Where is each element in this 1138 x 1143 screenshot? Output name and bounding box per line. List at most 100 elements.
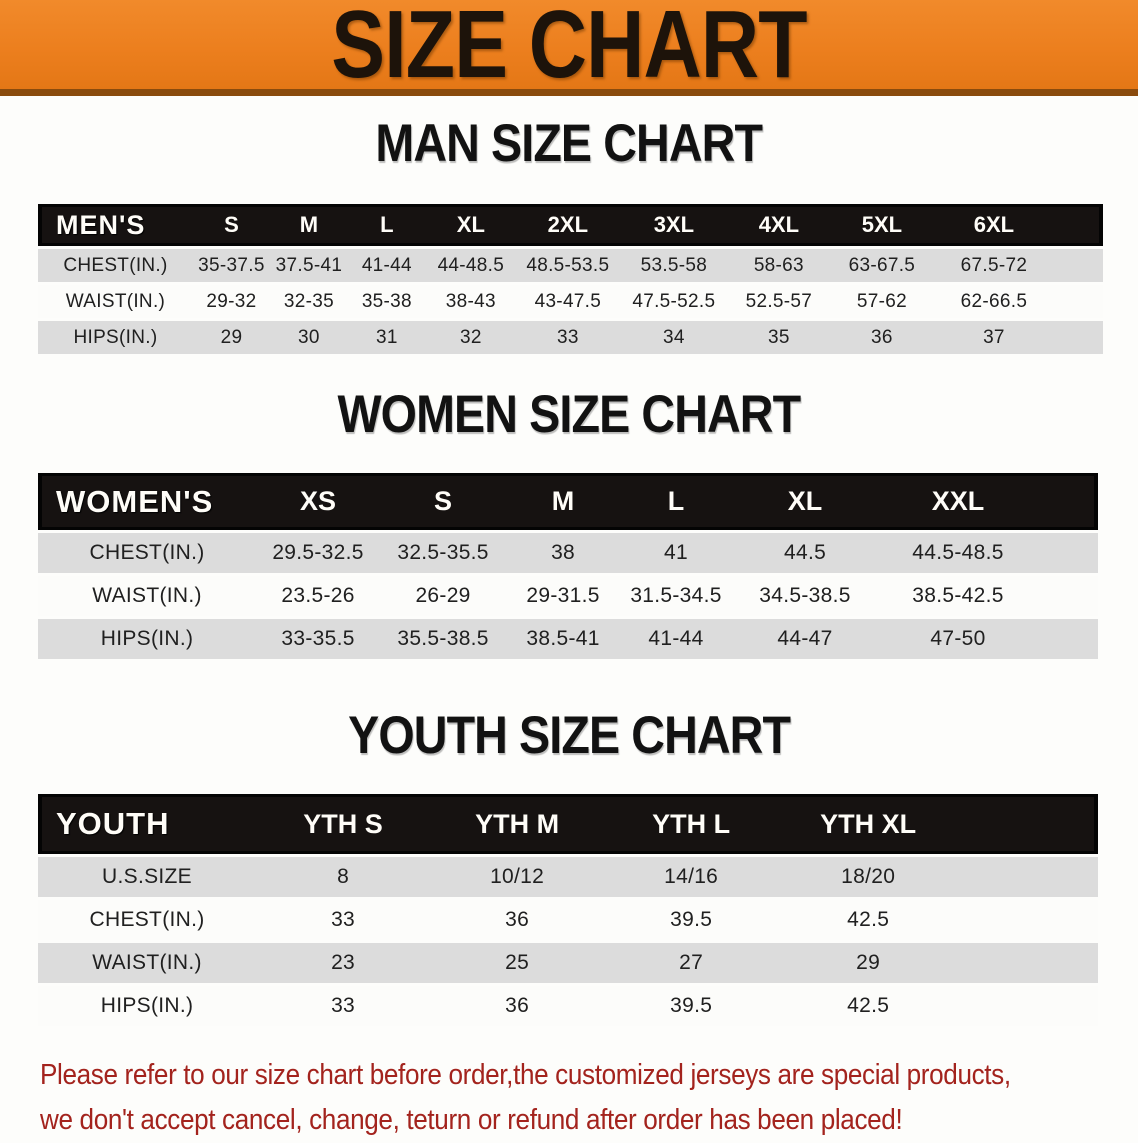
measurement-value: 31.5-34.5 bbox=[620, 576, 733, 616]
size-column-header: YTH M bbox=[430, 794, 605, 854]
measurement-value: 30 bbox=[269, 321, 348, 354]
measurement-value: 33 bbox=[256, 986, 431, 1026]
womens-size-table: WOMEN'S XS S M L XL XXL CHEST(IN.) 29.5-32.5 32.5… bbox=[38, 470, 1098, 662]
size-column-header: YTH XL bbox=[778, 794, 959, 854]
measurement-value: 34 bbox=[619, 321, 728, 354]
measurement-value: 29-31.5 bbox=[506, 576, 621, 616]
measurement-row: HIPS(IN.) 29 30 31 32 33 34 35 36 37 bbox=[38, 321, 1103, 354]
header-filler-cell bbox=[1037, 473, 1098, 530]
measurement-label: HIPS(IN.) bbox=[38, 321, 193, 354]
measurement-value: 47-50 bbox=[878, 619, 1038, 659]
men-section-heading: MAN SIZE CHART bbox=[0, 114, 1138, 183]
size-header-row: YOUTH YTH S YTH M YTH L YTH XL bbox=[38, 794, 1098, 854]
measurement-row: U.S.SIZE 8 10/12 14/16 18/20 bbox=[38, 857, 1098, 897]
measurement-value: 53.5-58 bbox=[619, 249, 728, 282]
size-column-header: YTH S bbox=[256, 794, 431, 854]
measurement-value: 48.5-53.5 bbox=[515, 249, 620, 282]
youth-section-heading: YOUTH SIZE CHART bbox=[0, 709, 1138, 775]
men-section-heading-text: MAN SIZE CHART bbox=[375, 114, 764, 173]
measurement-value: 32 bbox=[425, 321, 516, 354]
measurement-value: 52.5-57 bbox=[727, 285, 830, 318]
row-filler-cell bbox=[958, 986, 1098, 1026]
measurement-label: CHEST(IN.) bbox=[38, 533, 257, 573]
measurement-value: 32-35 bbox=[269, 285, 348, 318]
size-column-header: XXL bbox=[878, 473, 1038, 530]
row-filler-cell bbox=[1053, 285, 1103, 318]
measurement-value: 18/20 bbox=[778, 857, 959, 897]
measurement-value: 38.5-42.5 bbox=[878, 576, 1038, 616]
header-filler-cell bbox=[1053, 204, 1103, 246]
measurement-label: HIPS(IN.) bbox=[38, 619, 257, 659]
size-column-header: 5XL bbox=[829, 204, 934, 246]
size-column-header: XL bbox=[425, 204, 516, 246]
size-column-header: L bbox=[347, 204, 426, 246]
women-section-heading-text: WOMEN SIZE CHART bbox=[337, 385, 802, 444]
order-warning-line1: Please refer to our size chart before or… bbox=[40, 1059, 1011, 1091]
measurement-label: CHEST(IN.) bbox=[38, 900, 257, 940]
measurement-value: 32.5-35.5 bbox=[380, 533, 507, 573]
measurement-value: 38.5-41 bbox=[506, 619, 621, 659]
size-column-header: YTH L bbox=[604, 794, 779, 854]
measurement-value: 34.5-38.5 bbox=[732, 576, 878, 616]
measurement-value: 25 bbox=[430, 943, 605, 983]
size-column-header: S bbox=[380, 473, 507, 530]
row-filler-cell bbox=[1037, 619, 1098, 659]
size-column-header: XL bbox=[732, 473, 878, 530]
measurement-row: HIPS(IN.) 33-35.5 35.5-38.5 38.5-41 41-44 44-… bbox=[38, 619, 1098, 659]
row-filler-cell bbox=[1037, 576, 1098, 616]
banner-title: SIZE CHART bbox=[331, 0, 807, 98]
measurement-value: 31 bbox=[347, 321, 426, 354]
measurement-value: 42.5 bbox=[778, 900, 959, 940]
measurement-value: 38-43 bbox=[425, 285, 516, 318]
table-title-cell: WOMEN'S bbox=[38, 473, 257, 530]
size-column-header: M bbox=[269, 204, 348, 246]
size-column-header: 2XL bbox=[515, 204, 620, 246]
youth-size-table: YOUTH YTH S YTH M YTH L YTH XL U.S.SIZE 8 10/12… bbox=[38, 791, 1098, 1029]
measurement-value: 37 bbox=[933, 321, 1054, 354]
size-column-header: XS bbox=[256, 473, 381, 530]
measurement-row: CHEST(IN.) 35-37.5 37.5-41 41-44 44-48.5 48.5… bbox=[38, 249, 1103, 282]
measurement-value: 39.5 bbox=[604, 900, 779, 940]
measurement-value: 35-38 bbox=[347, 285, 426, 318]
measurement-value: 36 bbox=[829, 321, 934, 354]
mens-size-table: MEN'S S M L XL 2XL 3XL 4XL 5XL 6XL CHEST(IN.) 35-37… bbox=[38, 201, 1103, 357]
measurement-label: HIPS(IN.) bbox=[38, 986, 257, 1026]
size-column-header: 6XL bbox=[933, 204, 1054, 246]
measurement-value: 62-66.5 bbox=[933, 285, 1054, 318]
measurement-value: 41 bbox=[620, 533, 733, 573]
size-column-header: 3XL bbox=[619, 204, 728, 246]
measurement-value: 10/12 bbox=[430, 857, 605, 897]
measurement-value: 38 bbox=[506, 533, 621, 573]
measurement-value: 29-32 bbox=[192, 285, 270, 318]
row-filler-cell bbox=[958, 943, 1098, 983]
measurement-value: 44.5-48.5 bbox=[878, 533, 1038, 573]
measurement-row: HIPS(IN.) 33 36 39.5 42.5 bbox=[38, 986, 1098, 1026]
measurement-value: 35 bbox=[727, 321, 830, 354]
measurement-value: 29 bbox=[778, 943, 959, 983]
measurement-value: 41-44 bbox=[347, 249, 426, 282]
measurement-row: CHEST(IN.) 33 36 39.5 42.5 bbox=[38, 900, 1098, 940]
measurement-label: WAIST(IN.) bbox=[38, 943, 257, 983]
measurement-value: 23 bbox=[256, 943, 431, 983]
measurement-row: WAIST(IN.) 23.5-26 26-29 29-31.5 31.5-34.5 34… bbox=[38, 576, 1098, 616]
header-filler-cell bbox=[958, 794, 1098, 854]
measurement-label: WAIST(IN.) bbox=[38, 285, 193, 318]
measurement-value: 33 bbox=[515, 321, 620, 354]
measurement-row: WAIST(IN.) 29-32 32-35 35-38 38-43 43-47.5 47.… bbox=[38, 285, 1103, 318]
row-filler-cell bbox=[958, 900, 1098, 940]
measurement-value: 33 bbox=[256, 900, 431, 940]
measurement-value: 29 bbox=[192, 321, 270, 354]
size-header-row: MEN'S S M L XL 2XL 3XL 4XL 5XL 6XL bbox=[38, 204, 1103, 246]
measurement-row: WAIST(IN.) 23 25 27 29 bbox=[38, 943, 1098, 983]
row-filler-cell bbox=[1053, 249, 1103, 282]
measurement-value: 67.5-72 bbox=[933, 249, 1054, 282]
order-warning-note: Please refer to our size chart before or… bbox=[40, 1053, 1102, 1143]
size-column-header: M bbox=[506, 473, 621, 530]
size-chart-banner: SIZE CHART bbox=[0, 0, 1138, 96]
measurement-value: 8 bbox=[256, 857, 431, 897]
measurement-value: 57-62 bbox=[829, 285, 934, 318]
measurement-value: 58-63 bbox=[727, 249, 830, 282]
measurement-value: 23.5-26 bbox=[256, 576, 381, 616]
size-column-header: L bbox=[620, 473, 733, 530]
measurement-value: 63-67.5 bbox=[829, 249, 934, 282]
